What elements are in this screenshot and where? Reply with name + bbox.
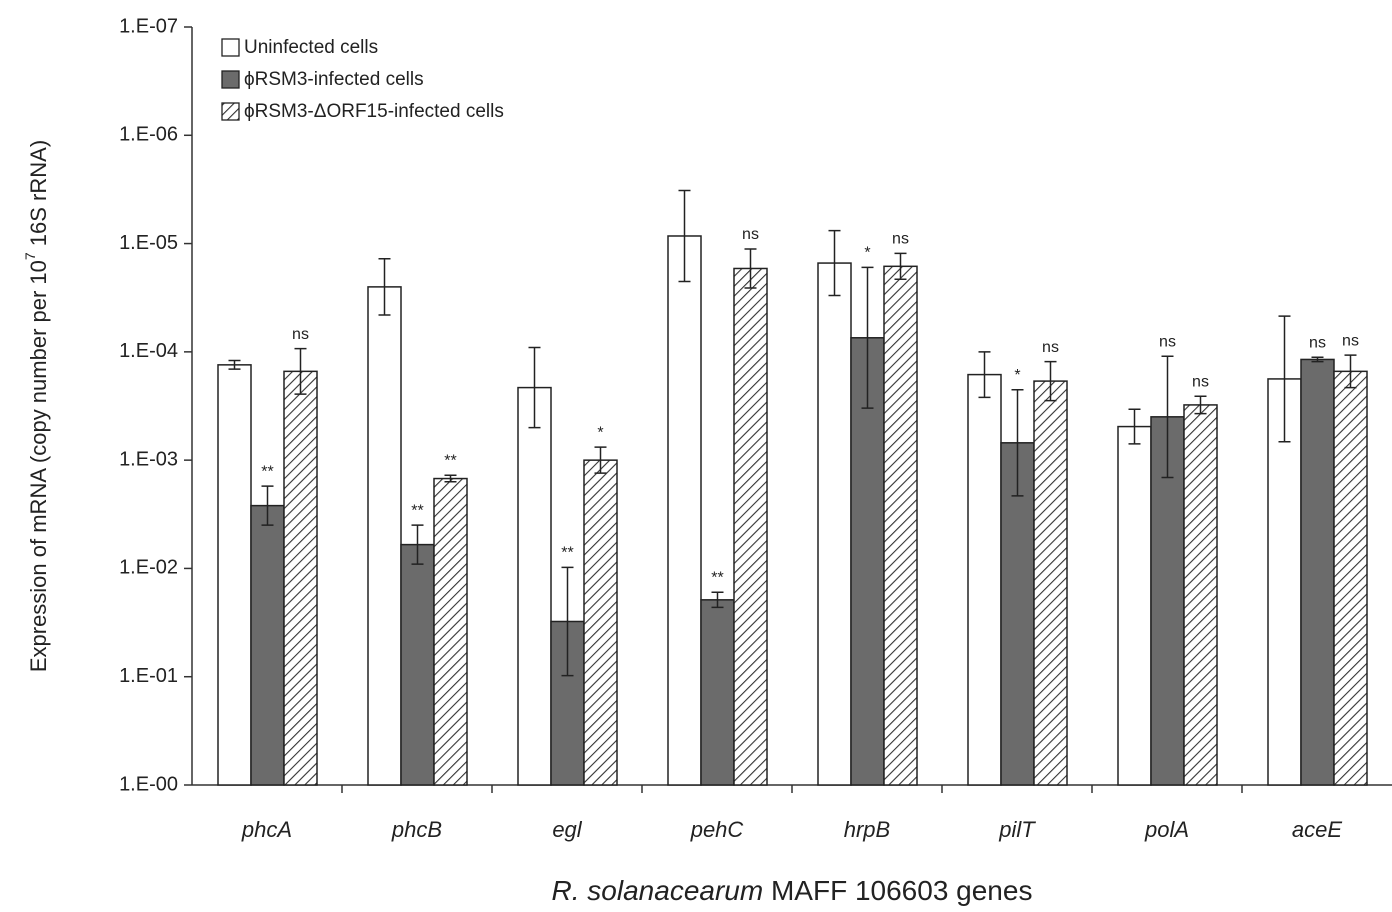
x-axis-title: R. solanacearum MAFF 106603 genes (552, 875, 1033, 906)
y-tick-label: 1.E-05 (119, 232, 178, 254)
bar (284, 371, 317, 785)
bar (1184, 405, 1217, 785)
significance-label: ** (444, 453, 456, 470)
bar (1334, 371, 1367, 785)
y-tick-label: 1.E-04 (119, 340, 178, 362)
y-tick-label: 1.E-06 (119, 124, 178, 146)
significance-label: * (1014, 367, 1020, 384)
bar (818, 263, 851, 785)
significance-label: ns (1192, 373, 1209, 390)
bar (584, 460, 617, 785)
y-tick-label: 1.E-01 (119, 665, 178, 687)
significance-label: ** (261, 463, 273, 480)
bar (218, 365, 251, 785)
x-title-part: R. solanacearum (552, 875, 764, 906)
legend-swatch (222, 39, 239, 56)
bar (1301, 359, 1334, 785)
significance-label: ** (561, 545, 573, 562)
bar (1034, 381, 1067, 785)
bar (701, 600, 734, 785)
significance-label: ns (742, 226, 759, 243)
bar (368, 287, 401, 785)
bar (668, 236, 701, 785)
significance-label: ns (1309, 334, 1326, 351)
y-tick-label: 1.E-02 (119, 557, 178, 579)
x-tick-label: egl (552, 817, 582, 842)
y-title-sup: 7 (22, 252, 38, 260)
significance-label: ** (411, 502, 423, 519)
significance-label: ns (1159, 333, 1176, 350)
x-tick-label: phcA (241, 817, 292, 842)
bar (401, 545, 434, 785)
x-tick-label: hrpB (844, 817, 890, 842)
significance-label: ns (1042, 339, 1059, 356)
x-tick-label: polA (1144, 817, 1189, 842)
legend-swatch (222, 103, 239, 120)
significance-label: * (864, 245, 870, 262)
bar (1118, 427, 1151, 785)
y-axis-title: Expression of mRNA (copy number per 107 … (22, 140, 51, 672)
x-tick-label: pilT (998, 817, 1036, 842)
y-title-part: 16S rRNA) (26, 140, 51, 252)
y-tick-label: 1.E-00 (119, 773, 178, 795)
bar (434, 479, 467, 785)
chart: Expression of mRNA (copy number per 107 … (0, 0, 1392, 912)
x-title-part: MAFF 106603 genes (763, 875, 1032, 906)
bar (251, 506, 284, 785)
bar (518, 388, 551, 785)
y-tick-label: 1.E-07 (119, 15, 178, 37)
legend-label: ϕRSM3-infected cells (244, 69, 424, 90)
x-tick-label: phcB (391, 817, 442, 842)
bar (734, 268, 767, 785)
significance-label: ns (892, 231, 909, 248)
bar (884, 266, 917, 785)
y-title-part: Expression of mRNA (copy number per 10 (26, 260, 51, 672)
significance-label: ** (711, 569, 723, 586)
legend-label: Uninfected cells (244, 37, 378, 58)
bar (968, 375, 1001, 785)
x-tick-label: aceE (1292, 817, 1342, 842)
legend-label: ϕRSM3-ΔORF15-infected cells (244, 101, 504, 122)
y-tick-label: 1.E-03 (119, 448, 178, 470)
x-tick-label: pehC (690, 817, 744, 842)
significance-label: ns (1342, 332, 1359, 349)
legend-swatch (222, 71, 239, 88)
significance-label: ns (292, 326, 309, 343)
significance-label: * (597, 424, 603, 441)
